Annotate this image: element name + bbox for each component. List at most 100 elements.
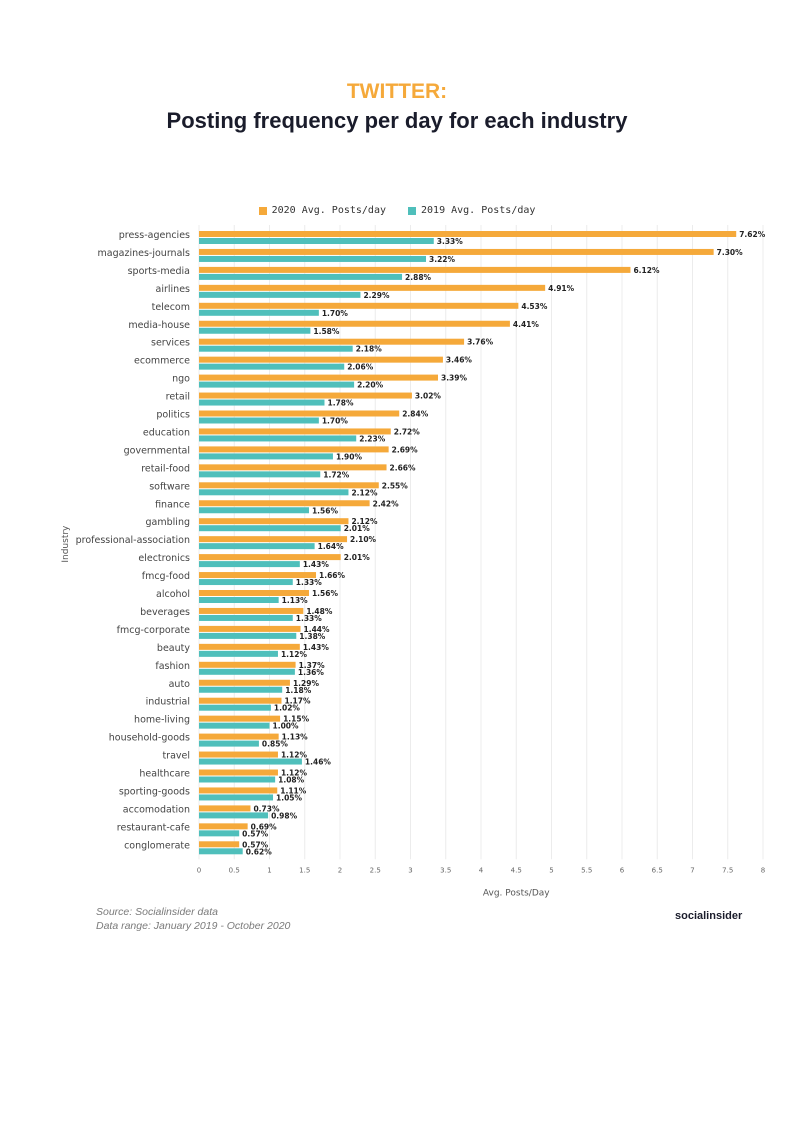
- category-label: retail: [166, 392, 190, 403]
- data-label: 7.30%: [717, 248, 744, 257]
- data-label: 2.20%: [357, 381, 384, 390]
- bar-2020: [199, 302, 519, 309]
- data-label: 0.98%: [271, 811, 298, 820]
- category-label: ngo: [172, 374, 190, 385]
- category-label: beauty: [157, 643, 190, 654]
- bar-2019: [199, 794, 274, 801]
- data-label: 1.12%: [281, 751, 308, 760]
- bar-2020: [199, 841, 240, 848]
- bar-2019: [199, 704, 271, 711]
- category-label: conglomerate: [124, 840, 190, 851]
- data-label: 2.06%: [347, 363, 374, 372]
- x-tick-label: 0.5: [229, 866, 240, 874]
- data-label: 1.02%: [274, 704, 301, 713]
- data-label: 4.53%: [521, 302, 548, 311]
- data-label: 7.62%: [739, 230, 766, 239]
- bar-2019: [199, 614, 293, 621]
- bar-2019: [199, 812, 269, 819]
- bar-chart: 0 0.5 1 1.5 2 2.5 3 3.5 4 4.5 5 5.5 6 6.5 7 7.5 8 press-a…: [61, 225, 766, 898]
- bar-2020: [199, 410, 400, 417]
- x-tick-label: 3.5: [440, 866, 451, 874]
- data-label: 3.02%: [415, 392, 442, 401]
- bar-2019: [199, 363, 345, 370]
- data-label: 2.29%: [363, 291, 390, 300]
- bar-2019: [199, 381, 355, 388]
- data-label: 0.62%: [246, 847, 273, 856]
- category-label: travel: [162, 751, 190, 762]
- data-label: 1.13%: [282, 733, 309, 742]
- bar-2020: [199, 787, 278, 794]
- category-label: auto: [169, 679, 191, 690]
- category-label: household-goods: [109, 733, 190, 744]
- bar-2020: [199, 805, 251, 812]
- category-label: electronics: [138, 553, 190, 564]
- bar-2020: [199, 338, 465, 345]
- category-label: finance: [155, 499, 190, 510]
- category-label: airlines: [156, 284, 191, 295]
- data-label: 3.33%: [437, 237, 464, 246]
- bar-2019: [199, 561, 300, 568]
- data-label: 1.37%: [299, 661, 326, 670]
- x-tick-label: 0: [197, 866, 201, 874]
- category-label: software: [149, 481, 190, 492]
- bar-2020: [199, 733, 279, 740]
- category-label: home-living: [134, 715, 190, 726]
- category-label: press-agencies: [119, 230, 190, 241]
- x-tick-label: 4.5: [511, 866, 522, 874]
- socialinsider-logo: socialinsider: [675, 910, 743, 922]
- data-label: 0.69%: [251, 822, 278, 831]
- data-label: 3.46%: [446, 356, 473, 365]
- data-label: 1.00%: [273, 722, 300, 731]
- bar-2020: [199, 554, 341, 561]
- data-label: 1.33%: [296, 614, 323, 623]
- x-tick-label: 5: [549, 866, 553, 874]
- data-label: 1.44%: [304, 625, 331, 634]
- data-label: 2.01%: [344, 524, 371, 533]
- bar-2020: [199, 231, 737, 237]
- data-label: 2.84%: [402, 410, 429, 419]
- data-label: 1.05%: [276, 793, 303, 802]
- data-label: 1.43%: [303, 560, 330, 569]
- data-label: 1.29%: [293, 679, 320, 688]
- x-tick-label: 7.5: [722, 866, 733, 874]
- x-axis-label: Avg. Posts/Day: [483, 888, 550, 898]
- x-tick-label: 7: [690, 866, 694, 874]
- category-label: politics: [156, 410, 190, 421]
- x-tick-label: 1: [267, 866, 271, 874]
- bar-2019: [199, 345, 353, 352]
- bar-2020: [199, 697, 282, 704]
- data-label: 0.73%: [253, 804, 280, 813]
- data-label: 4.91%: [548, 284, 575, 293]
- category-label: services: [151, 338, 190, 349]
- data-label: 6.12%: [633, 266, 660, 275]
- bar-2019: [199, 489, 349, 496]
- bar-2019: [199, 722, 270, 729]
- data-label: 2.12%: [351, 517, 378, 526]
- data-label: 3.76%: [467, 338, 494, 347]
- bar-2020: [199, 266, 631, 273]
- data-label: 1.90%: [336, 452, 363, 461]
- data-label: 1.36%: [298, 668, 325, 677]
- category-label: industrial: [146, 697, 190, 708]
- x-tick-label: 2.5: [370, 866, 381, 874]
- bar-2019: [199, 435, 357, 442]
- data-label: 1.70%: [322, 309, 349, 318]
- category-label: governmental: [124, 445, 190, 456]
- bar-2019: [199, 453, 333, 460]
- category-label: ecommerce: [134, 356, 190, 367]
- category-label: education: [143, 427, 190, 438]
- legend-swatch-2019: [408, 206, 417, 215]
- bar-2020: [199, 625, 301, 632]
- data-label: 1.33%: [296, 578, 323, 587]
- bar-2020: [199, 607, 304, 614]
- data-label: 1.56%: [312, 506, 339, 515]
- bar-2020: [199, 248, 714, 255]
- bar-2020: [199, 751, 278, 758]
- data-label: 1.64%: [318, 542, 345, 551]
- category-label: telecom: [152, 302, 190, 313]
- bar-2019: [199, 597, 279, 603]
- category-label: media-house: [128, 320, 190, 331]
- data-label: 2.01%: [344, 553, 371, 562]
- data-label: 4.41%: [513, 320, 540, 329]
- bar-2020: [199, 590, 309, 596]
